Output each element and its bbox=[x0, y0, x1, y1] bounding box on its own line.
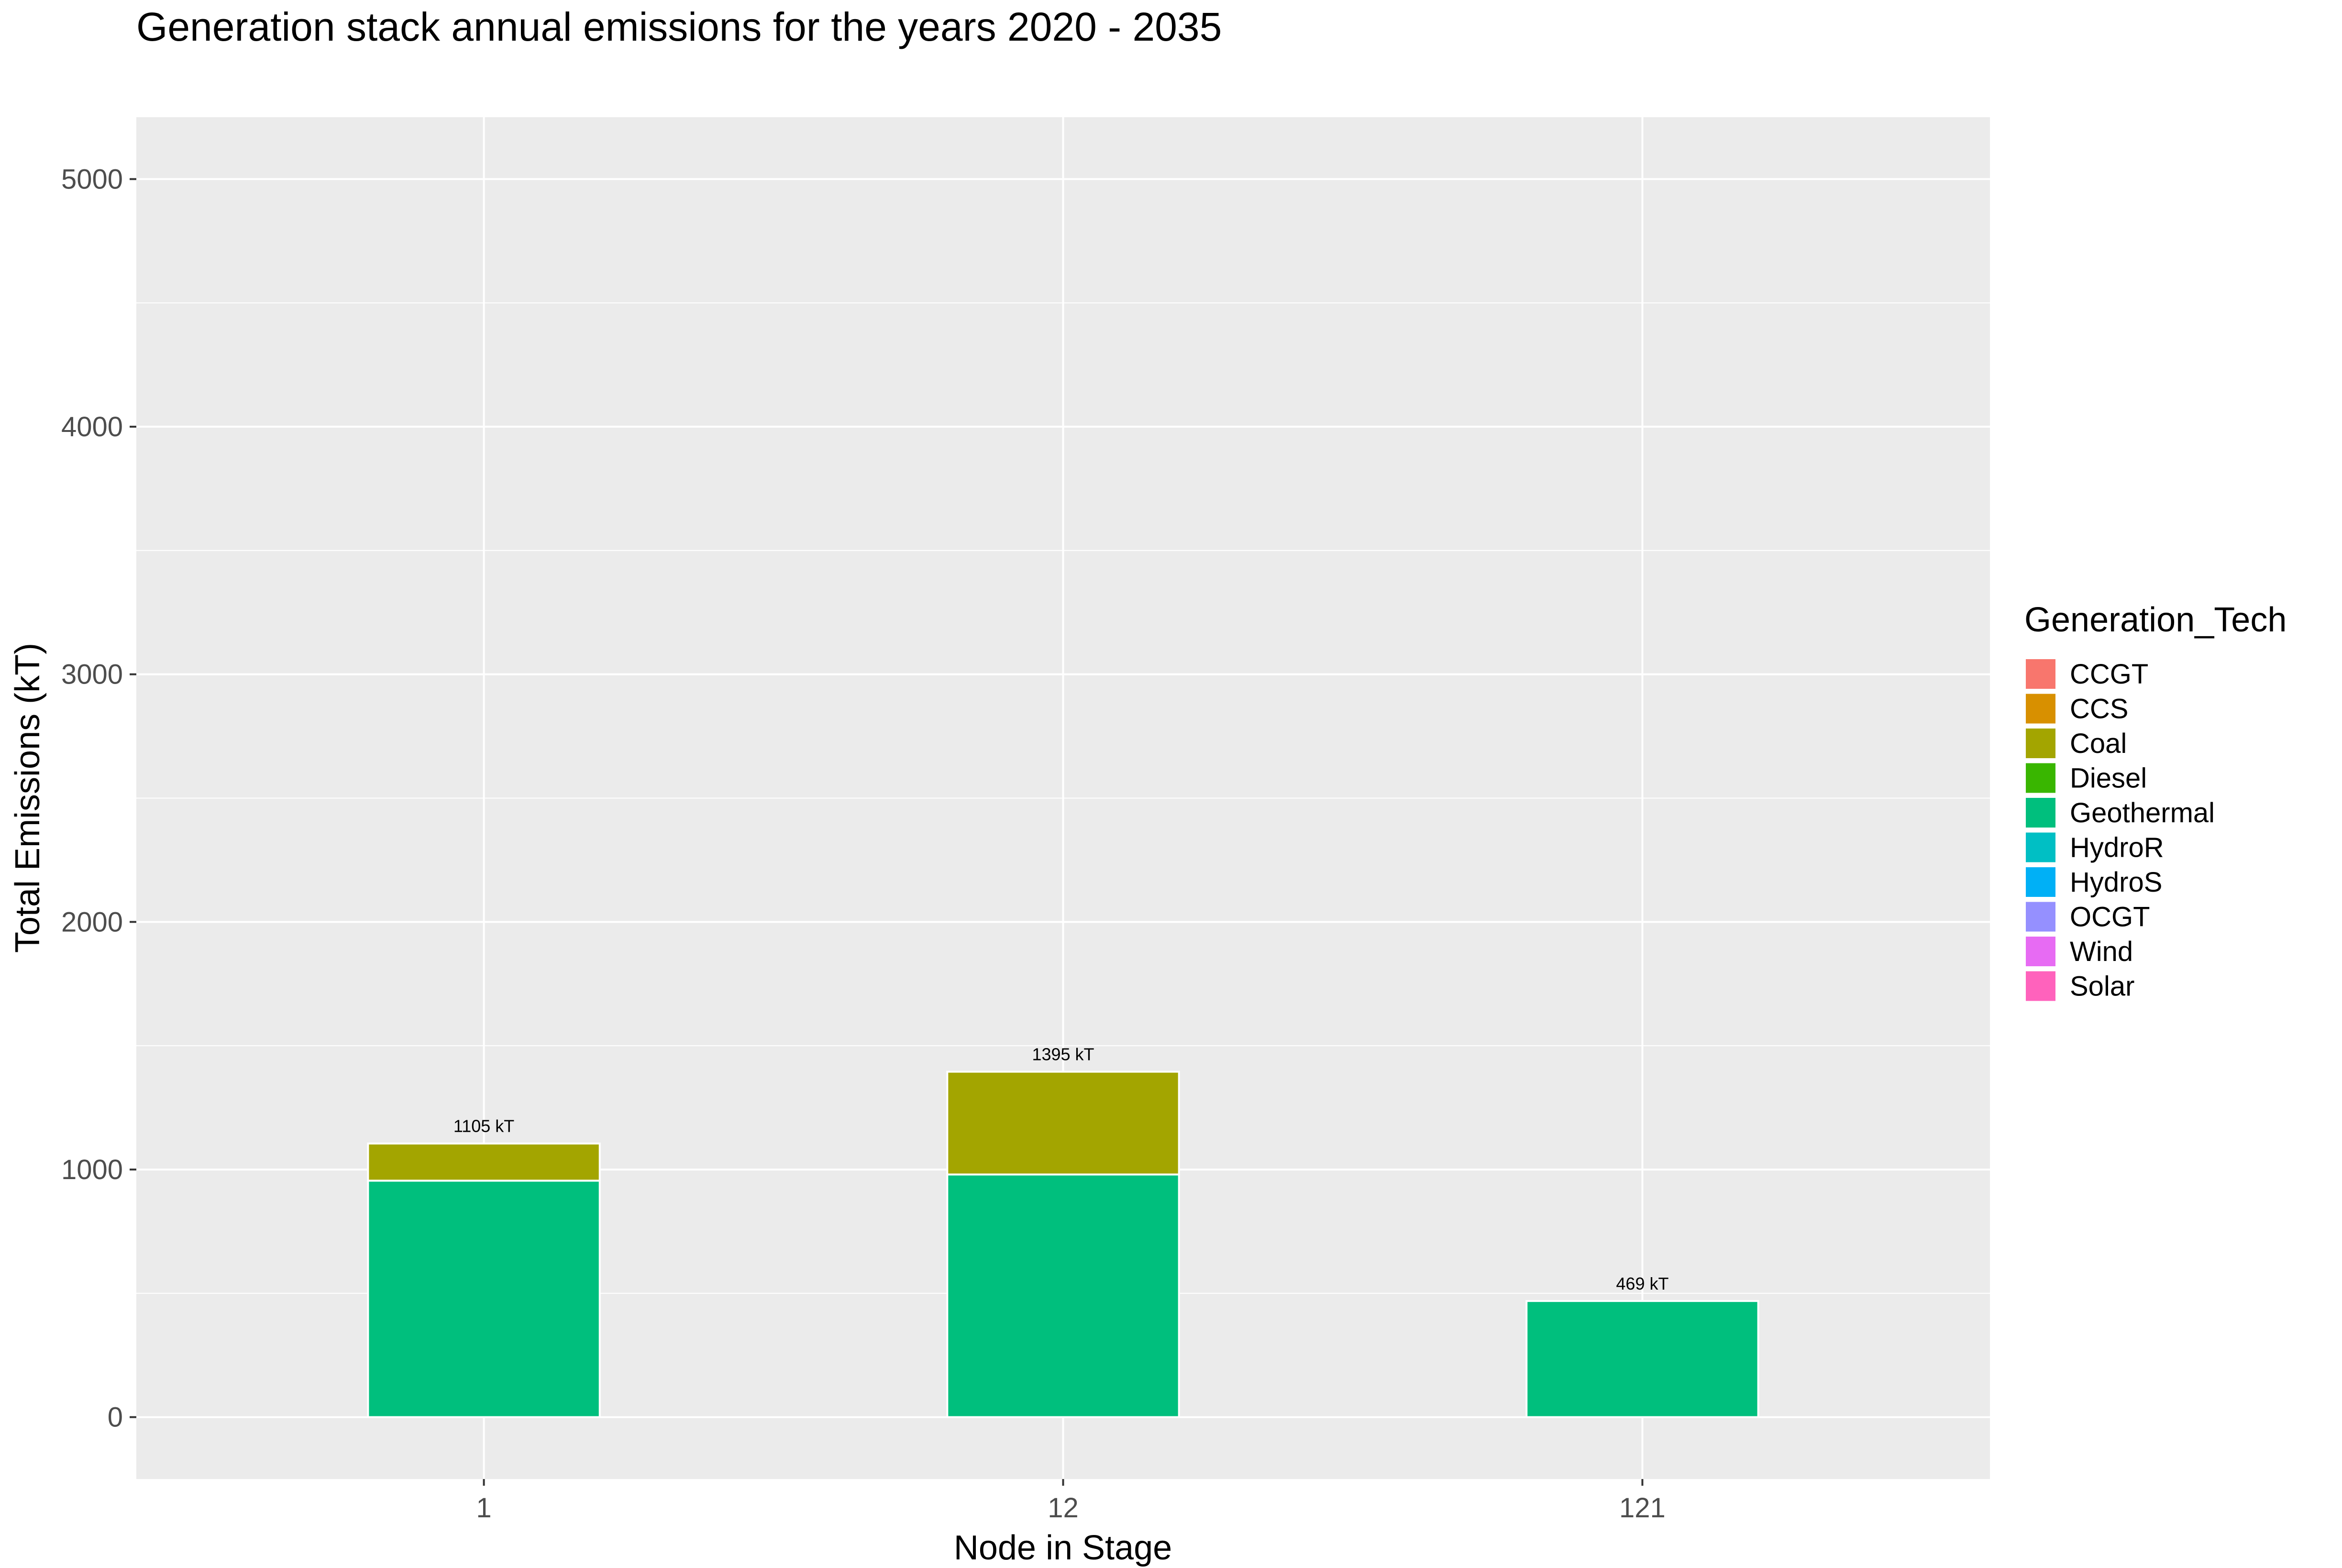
legend-label-wind: Wind bbox=[2070, 936, 2133, 967]
legend-label-ccgt: CCGT bbox=[2070, 659, 2148, 690]
legend-key-ccs bbox=[2026, 694, 2055, 724]
x-axis-title: Node in Stage bbox=[954, 1529, 1172, 1567]
legend-key-wind bbox=[2026, 937, 2055, 966]
total-label: 469 kT bbox=[1616, 1274, 1668, 1293]
chart-title: Generation stack annual emissions for th… bbox=[136, 4, 1222, 49]
legend-key-solar bbox=[2026, 971, 2055, 1001]
legend-label-solar: Solar bbox=[2070, 971, 2134, 1002]
legend-key-hydros bbox=[2026, 867, 2055, 897]
total-label: 1395 kT bbox=[1032, 1044, 1094, 1064]
legend-key-geothermal bbox=[2026, 798, 2055, 828]
bar-segment-coal bbox=[367, 1142, 601, 1182]
legend-label-ocgt: OCGT bbox=[2070, 902, 2150, 933]
legend-key-diesel bbox=[2026, 763, 2055, 793]
legend-key-hydror bbox=[2026, 832, 2055, 862]
legend-label-hydros: HydroS bbox=[2070, 867, 2162, 898]
y-tick-label: 2000 bbox=[61, 906, 123, 938]
legend-label-diesel: Diesel bbox=[2070, 763, 2147, 794]
y-tick-label: 3000 bbox=[61, 659, 123, 690]
legend-label-hydror: HydroR bbox=[2070, 832, 2164, 863]
y-tick-label: 5000 bbox=[61, 164, 123, 195]
bar-segment-geothermal bbox=[946, 1173, 1180, 1418]
legend-label-coal: Coal bbox=[2070, 728, 2127, 759]
x-tick-label: 1 bbox=[476, 1492, 491, 1524]
bar-segment-geothermal bbox=[367, 1180, 601, 1418]
y-axis-title: Total Emissions (kT) bbox=[9, 643, 47, 953]
legend-label-ccs: CCS bbox=[2070, 694, 2128, 725]
x-tick-label: 12 bbox=[1048, 1492, 1079, 1524]
legend-key-coal bbox=[2026, 729, 2055, 758]
legend-label-geothermal: Geothermal bbox=[2070, 797, 2215, 828]
legend-title: Generation_Tech bbox=[2024, 601, 2287, 639]
y-tick-label: 4000 bbox=[61, 411, 123, 442]
gridlines bbox=[136, 117, 1990, 1479]
bar-segment-coal bbox=[946, 1071, 1180, 1176]
data-labels: 1105 kT 1395 kT 469 kT bbox=[453, 1044, 1669, 1293]
x-axis: 1 12 121 bbox=[476, 1479, 1666, 1524]
legend-key-ccgt bbox=[2026, 659, 2055, 689]
legend-key-ocgt bbox=[2026, 902, 2055, 932]
bars bbox=[367, 1071, 1759, 1418]
y-tick-label: 0 bbox=[108, 1402, 123, 1433]
total-label: 1105 kT bbox=[453, 1116, 514, 1136]
y-axis: 0 1000 2000 3000 4000 5000 bbox=[61, 164, 136, 1433]
y-tick-label: 1000 bbox=[61, 1154, 123, 1185]
x-tick-label: 121 bbox=[1619, 1492, 1666, 1524]
bar-segment-geothermal bbox=[1525, 1300, 1759, 1418]
